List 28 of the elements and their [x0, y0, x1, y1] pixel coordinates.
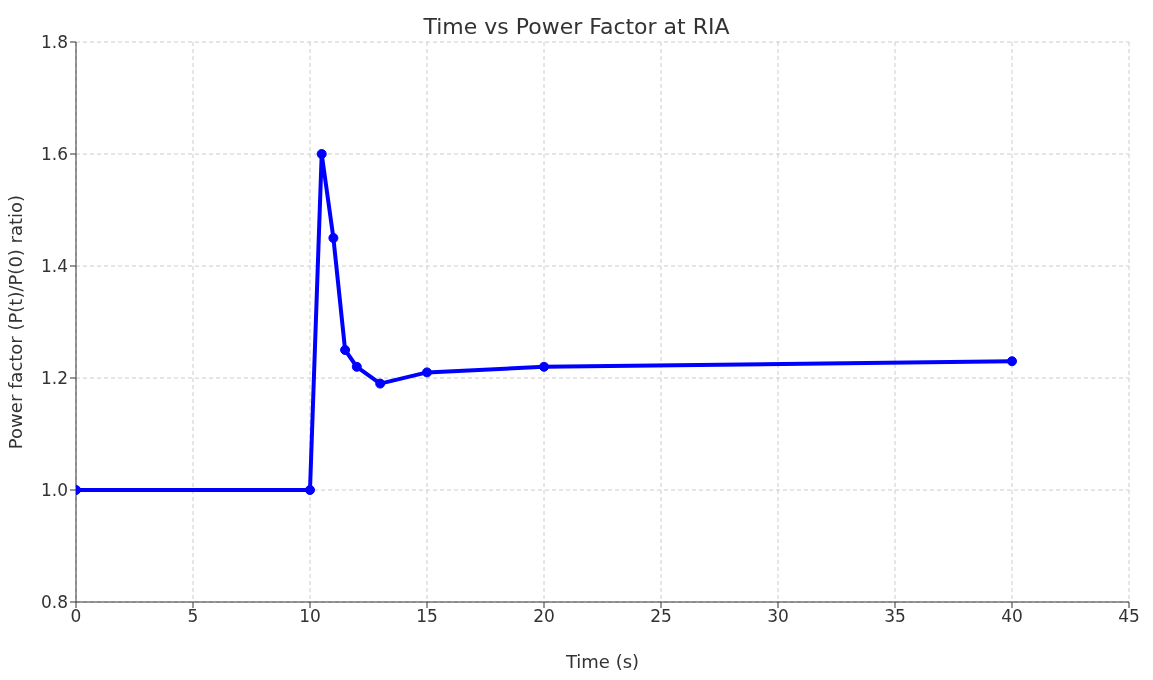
point [375, 378, 386, 389]
x-tick-label: 0 [70, 606, 82, 627]
point [351, 361, 362, 372]
point [340, 345, 351, 355]
y-tick-label: 1.2 [40, 368, 68, 389]
x-tick-label: 15 [416, 606, 438, 627]
x-tick-label: 45 [1118, 606, 1140, 627]
x-tick-label: 40 [1001, 606, 1023, 627]
y-tick-label: 1.8 [40, 32, 68, 53]
x-tick-label: 20 [533, 606, 555, 627]
x-tick-label: 35 [884, 606, 906, 627]
point [539, 361, 549, 372]
y-tick-label: 1.4 [40, 256, 68, 277]
x-axis-title: Time (s) [564, 651, 640, 672]
point [316, 149, 327, 159]
y-tick-label: 1.6 [40, 144, 68, 165]
y-axis-title: Power factor (P(t)/P(0) ratio) [5, 194, 27, 450]
y-tick-label: 1.0 [40, 480, 68, 501]
x-tick-label: 30 [767, 606, 789, 627]
x-tick-label: 10 [299, 606, 321, 627]
chart-title: Time vs Power Factor at RIA [423, 14, 730, 39]
x-tick-label: 5 [187, 606, 199, 627]
x-tick-label: 25 [650, 606, 672, 627]
y-tick-label: 0.8 [40, 592, 68, 613]
point [328, 233, 339, 243]
point [1007, 356, 1017, 367]
point [422, 367, 432, 378]
point [305, 485, 315, 495]
